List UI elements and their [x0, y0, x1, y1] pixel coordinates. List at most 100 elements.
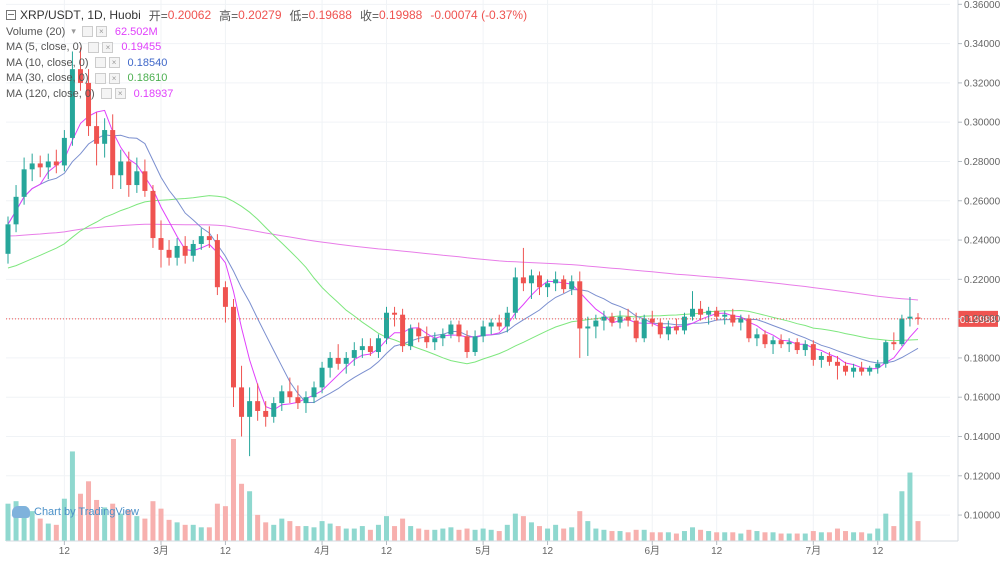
settings-icon[interactable]: [94, 57, 106, 69]
candle-body: [295, 397, 301, 404]
close-icon[interactable]: ×: [108, 57, 120, 69]
high-value: 0.20279: [238, 8, 282, 22]
volume-bar: [206, 527, 212, 541]
volume-bar: [875, 528, 881, 541]
chevron-down-icon[interactable]: ▾: [71, 26, 76, 37]
volume-bar: [110, 503, 116, 541]
symbol-name[interactable]: XRP/USDT: [20, 8, 81, 22]
settings-icon[interactable]: [100, 88, 112, 100]
settings-icon[interactable]: [94, 72, 106, 84]
collapse-icon[interactable]: [6, 10, 16, 20]
volume-bar: [834, 528, 840, 541]
volume-bar: [29, 511, 35, 541]
volume-bar: [214, 503, 220, 541]
candle-body: [206, 236, 212, 241]
y-tick-label: 0.22000: [964, 275, 1000, 286]
candle-body: [681, 316, 687, 331]
interval[interactable]: 1D: [87, 8, 103, 22]
candle-body: [504, 312, 510, 327]
candle-body: [432, 338, 438, 343]
volume-bar: [512, 513, 518, 541]
candle-body: [102, 130, 108, 144]
high-label: 高=: [219, 8, 239, 23]
candle-body: [545, 283, 551, 288]
indicator-label: MA (10, close, 0): [6, 56, 89, 69]
symbol-header: XRP/USDT, 1D, Huobi 开= 0.20062 高= 0.20279 …: [6, 6, 527, 24]
volume-bar: [190, 524, 196, 541]
candle-body: [625, 316, 631, 321]
volume-bar: [335, 526, 341, 541]
settings-icon[interactable]: [88, 41, 100, 53]
candle-body: [899, 318, 905, 345]
volume-bar: [13, 501, 19, 541]
candle-body: [408, 328, 414, 347]
volume-bar: [263, 522, 269, 541]
y-tick-label: 0.26000: [964, 196, 1000, 207]
volume-bar: [883, 513, 889, 541]
indicator-ma30[interactable]: MA (30, close, 0) × 0.18610: [6, 71, 527, 87]
close-icon[interactable]: ×: [102, 41, 114, 53]
candle-body: [424, 336, 430, 343]
volume-bar: [665, 532, 671, 541]
volume-bar: [553, 524, 559, 541]
volume-bar: [53, 524, 59, 541]
volume-bar: [826, 532, 832, 541]
indicator-volume[interactable]: Volume (20) ▾ × 62.502M: [6, 24, 527, 40]
volume-bar: [432, 529, 438, 541]
indicator-ma5[interactable]: MA (5, close, 0) × 0.19455: [6, 40, 527, 56]
tradingview-watermark[interactable]: Chart by TradingView: [12, 506, 139, 518]
volume-bar: [899, 491, 905, 541]
volume-bar: [681, 531, 687, 541]
volume-bar: [714, 532, 720, 541]
indicator-ma10[interactable]: MA (10, close, 0) × 0.18540: [6, 55, 527, 71]
volume-bar: [182, 524, 188, 541]
indicator-label: MA (120, close, 0): [6, 87, 95, 100]
volume-bar: [698, 529, 704, 541]
candle-body: [448, 324, 454, 335]
candle-body: [722, 314, 728, 317]
volume-bar: [351, 528, 357, 541]
y-tick-label: 0.14000: [964, 432, 1000, 443]
candle-body: [593, 320, 599, 327]
volume-bar: [94, 499, 100, 541]
candle-body: [754, 334, 760, 339]
close-icon[interactable]: ×: [95, 26, 107, 38]
candle-body: [440, 334, 446, 339]
volume-bar: [255, 514, 261, 541]
volume-bar: [464, 528, 470, 541]
volume-bar: [569, 527, 575, 541]
y-tick-label: 0.32000: [964, 78, 1000, 89]
volume-bar: [504, 524, 510, 541]
candle-body: [673, 326, 679, 331]
volume-bars: [5, 439, 921, 541]
close-icon[interactable]: ×: [114, 88, 126, 100]
x-tick-label: 3月: [153, 545, 169, 557]
indicator-label: MA (5, close, 0): [6, 41, 83, 54]
volume-bar: [150, 501, 156, 541]
candle-body: [512, 277, 518, 313]
volume-bar: [706, 531, 712, 541]
indicator-ma120[interactable]: MA (120, close, 0) × 0.18937: [6, 86, 527, 102]
volume-bar: [118, 513, 124, 541]
candle-body: [367, 346, 373, 353]
candle-body: [5, 224, 11, 254]
settings-icon[interactable]: [81, 26, 93, 38]
candle-body: [617, 316, 623, 323]
volume-bar: [142, 518, 148, 541]
open-value: 0.20062: [167, 8, 212, 22]
volume-bar: [311, 527, 317, 541]
volume-bar: [367, 529, 373, 541]
y-tick-label: 0.12000: [964, 471, 1000, 482]
volume-bar: [859, 532, 865, 541]
candle-body: [875, 363, 881, 368]
volume-bar: [126, 509, 132, 541]
candle-body: [53, 161, 59, 166]
close-icon[interactable]: ×: [108, 72, 120, 84]
candle-body: [375, 338, 381, 353]
candle-body: [770, 340, 776, 345]
low-label: 低=: [289, 8, 309, 23]
volume-bar: [271, 524, 277, 541]
candle-body: [190, 243, 196, 256]
